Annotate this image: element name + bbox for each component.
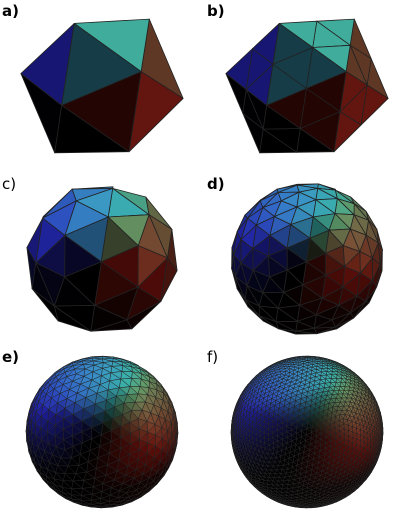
mesh-facet [266,63,307,106]
panel-b: b) [205,0,409,173]
sphere-mesh [231,183,383,335]
panel-c: c) [0,173,204,346]
panel-label: e) [2,348,20,366]
panel-a: a) [0,0,204,173]
panel-label: c) [2,175,17,193]
mesh-facet [305,237,326,263]
mesh-facet [64,235,102,278]
panel-label: d) [207,175,225,193]
sphere-mesh [25,355,179,509]
sphere-mesh [230,355,384,509]
mesh-facet [306,47,347,89]
panel-label: a) [2,2,19,20]
panel-f: f) [205,346,409,519]
panel-d: d) [205,173,409,346]
panel-label: f) [207,348,219,366]
panel-label: b) [207,2,225,20]
icosahedron-mesh [225,18,389,154]
panel-e: e) [0,346,204,519]
mesh-facet [101,422,112,435]
icosahedron-mesh [20,18,184,154]
mesh-facet [61,22,142,106]
sphere-mesh [26,186,178,332]
mesh-facet [100,216,139,263]
mesh-facet [306,428,312,435]
